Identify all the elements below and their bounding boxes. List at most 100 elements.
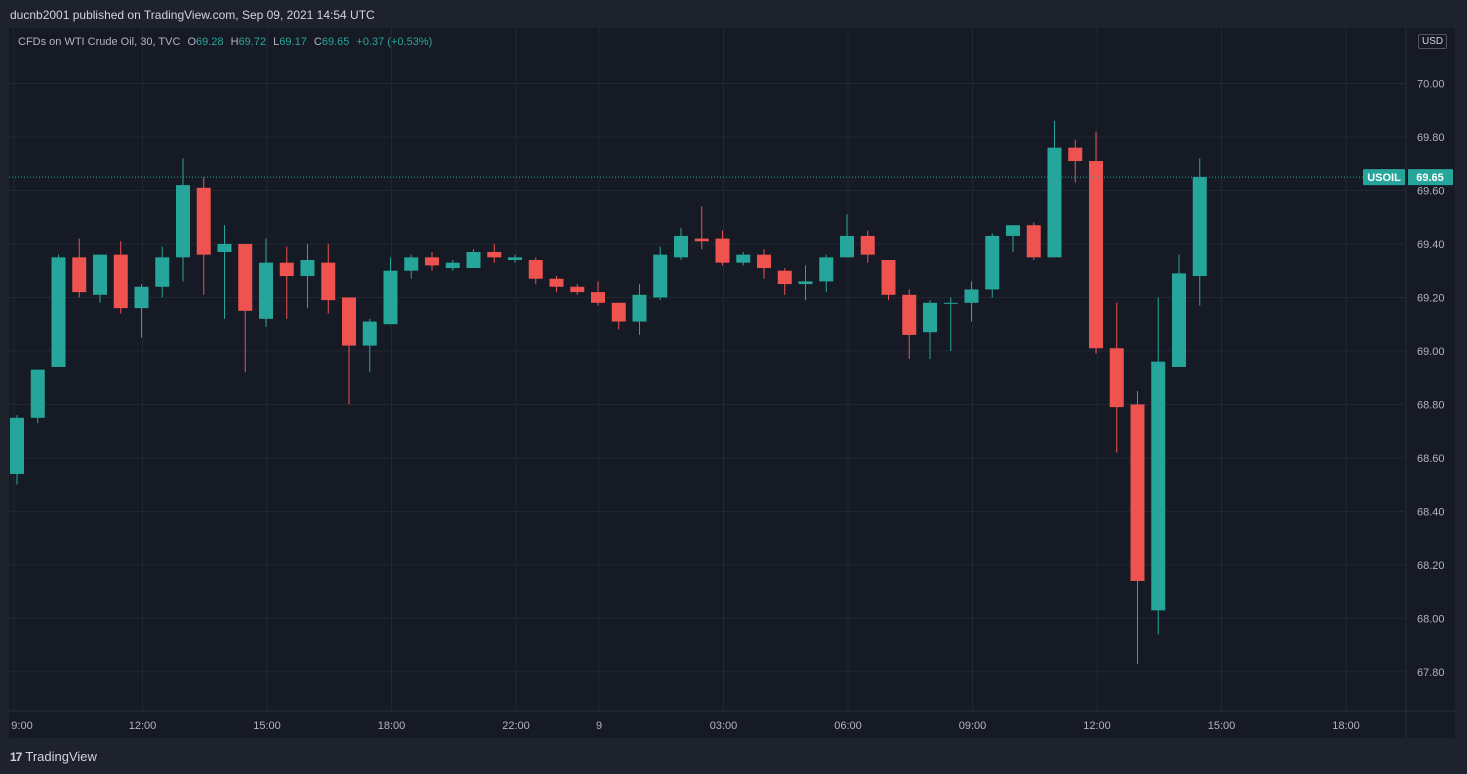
candle-body <box>694 238 709 242</box>
candle <box>487 243 502 263</box>
candle <box>549 276 564 293</box>
candle-body <box>404 257 419 271</box>
time-tick-label: 9 <box>596 720 602 732</box>
price-tick-label: 69.00 <box>1417 346 1445 358</box>
candle <box>445 260 460 271</box>
candle <box>1109 302 1124 453</box>
candle-body <box>279 262 294 277</box>
publisher-text: ducnb2001 published on TradingView.com, … <box>10 8 375 22</box>
candle-body <box>736 254 751 263</box>
candle-body <box>1089 161 1103 349</box>
price-tick-label: 69.40 <box>1417 239 1445 251</box>
time-tick-label: 06:00 <box>834 720 862 732</box>
candle-body <box>1130 404 1145 581</box>
candle-body <box>840 235 854 258</box>
candle <box>279 246 294 319</box>
candle-body <box>1026 225 1041 258</box>
candle <box>425 251 439 271</box>
candle <box>1172 254 1186 367</box>
candle-body <box>362 321 377 346</box>
candle <box>342 297 356 405</box>
candle <box>155 246 170 298</box>
candle <box>964 281 979 322</box>
candle-body <box>508 257 522 261</box>
time-tick-label: 09:00 <box>959 720 987 732</box>
legend-high-label: H <box>230 36 239 48</box>
candle-body <box>757 254 771 269</box>
candle <box>674 227 688 261</box>
candle <box>1089 131 1103 354</box>
candle-body <box>1172 273 1186 367</box>
legend-low-label: L <box>273 36 280 48</box>
candle <box>134 284 149 338</box>
candle <box>819 254 834 293</box>
time-tick-label: 03:00 <box>710 720 738 732</box>
legend-low-value: 69.17 <box>279 36 307 48</box>
candle-body <box>487 251 502 258</box>
candle-body <box>113 254 128 309</box>
top-bar <box>0 0 1467 28</box>
legend-close-label: C <box>313 36 322 48</box>
currency-badge[interactable]: USD <box>1418 34 1448 49</box>
tradingview-brand[interactable]: 17 TradingView <box>10 749 97 764</box>
last-price-label: 69.65 <box>1416 172 1444 184</box>
candle <box>300 243 315 309</box>
time-tick-label: 12:00 <box>1083 720 1111 732</box>
candle <box>591 281 605 306</box>
candle-body <box>466 251 481 269</box>
time-tick-label: 9:00 <box>11 720 32 732</box>
chart-frame[interactable] <box>9 28 1455 738</box>
candle-body <box>259 262 273 319</box>
candle-body <box>943 302 958 304</box>
candle <box>383 257 398 325</box>
price-tick-label: 68.80 <box>1417 399 1445 411</box>
candle-body <box>425 257 439 266</box>
candle <box>1047 120 1062 258</box>
candle <box>196 177 211 295</box>
legend-close-value: 69.65 <box>321 36 350 48</box>
legend-open-label: O <box>187 36 197 48</box>
price-tick-label: 68.60 <box>1417 453 1445 465</box>
candle-body <box>715 238 730 263</box>
time-tick-label: 18:00 <box>1332 720 1360 732</box>
candle-body <box>93 254 107 295</box>
candle <box>798 265 813 301</box>
candle <box>777 268 792 295</box>
price-tick-label: 70.00 <box>1417 78 1445 90</box>
candle <box>1192 158 1207 306</box>
candle <box>715 230 730 266</box>
candle <box>985 233 1000 298</box>
candle <box>840 214 854 258</box>
candle <box>736 251 751 266</box>
candle <box>51 254 66 367</box>
candle <box>1006 225 1020 252</box>
candle <box>570 284 585 295</box>
price-tick-label: 69.80 <box>1417 132 1445 144</box>
price-tick-label: 69.60 <box>1417 185 1445 197</box>
candle <box>1026 222 1041 261</box>
candle <box>72 238 87 298</box>
candle <box>321 243 336 314</box>
candle-body <box>155 257 170 287</box>
candle-body <box>902 294 917 335</box>
candle <box>1151 297 1166 635</box>
candle <box>860 230 875 263</box>
candle-body <box>570 286 585 293</box>
candle <box>943 297 958 351</box>
candle-body <box>1151 361 1166 611</box>
candle <box>694 206 709 250</box>
candle-body <box>72 257 87 293</box>
candle-body <box>549 278 564 287</box>
time-tick-label: 12:00 <box>129 720 157 732</box>
candle <box>923 300 937 359</box>
candle-body <box>321 262 336 301</box>
candle-body <box>1192 177 1207 277</box>
candle-body <box>342 297 356 346</box>
candle-body <box>591 292 605 303</box>
candle-body <box>923 302 937 333</box>
candle <box>93 254 107 303</box>
candle-body <box>985 235 1000 290</box>
candle <box>404 254 419 279</box>
candle-body <box>798 281 813 285</box>
